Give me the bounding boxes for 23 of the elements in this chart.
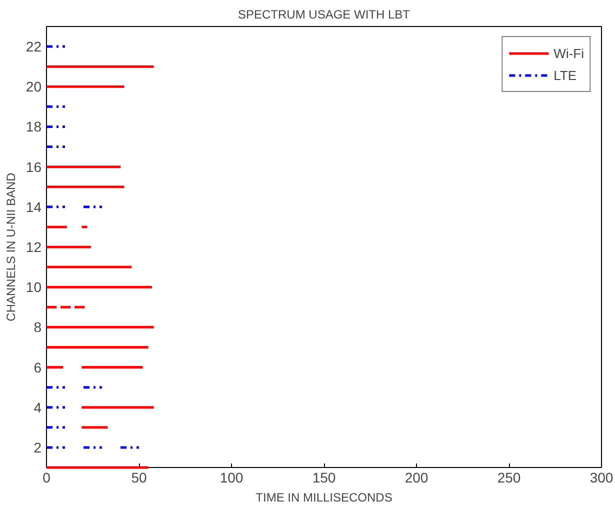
x-tick-label: 50 — [131, 470, 147, 486]
y-axis-title: CHANNELS IN U-NII BAND — [4, 172, 18, 322]
x-axis-title: TIME IN MILLISECONDS — [256, 490, 392, 504]
y-tick-label: 8 — [34, 319, 42, 336]
y-tick-label: 14 — [26, 198, 42, 215]
x-tick-label: 100 — [220, 470, 244, 486]
y-tick-label: 22 — [26, 38, 42, 55]
y-tick-label: 4 — [34, 399, 42, 416]
y-tick-label: 12 — [26, 239, 42, 255]
x-tick-label: 200 — [404, 470, 428, 486]
legend-label: Wi-Fi — [554, 46, 584, 60]
y-tick-label: 10 — [26, 279, 42, 296]
y-tick-label: 18 — [26, 118, 42, 135]
y-tick-label: 16 — [26, 158, 42, 175]
y-tick-label: 6 — [34, 359, 42, 376]
x-tick-label: 0 — [42, 470, 51, 486]
x-tick-label: 250 — [497, 470, 521, 486]
y-tick-label: 2 — [34, 439, 42, 456]
chart-title: SPECTRUM USAGE WITH LBT — [238, 8, 411, 22]
legend-label: LTE — [554, 68, 577, 82]
x-tick-label: 150 — [312, 470, 336, 486]
y-tick-label: 20 — [26, 78, 42, 95]
x-tick-label: 300 — [590, 470, 614, 486]
